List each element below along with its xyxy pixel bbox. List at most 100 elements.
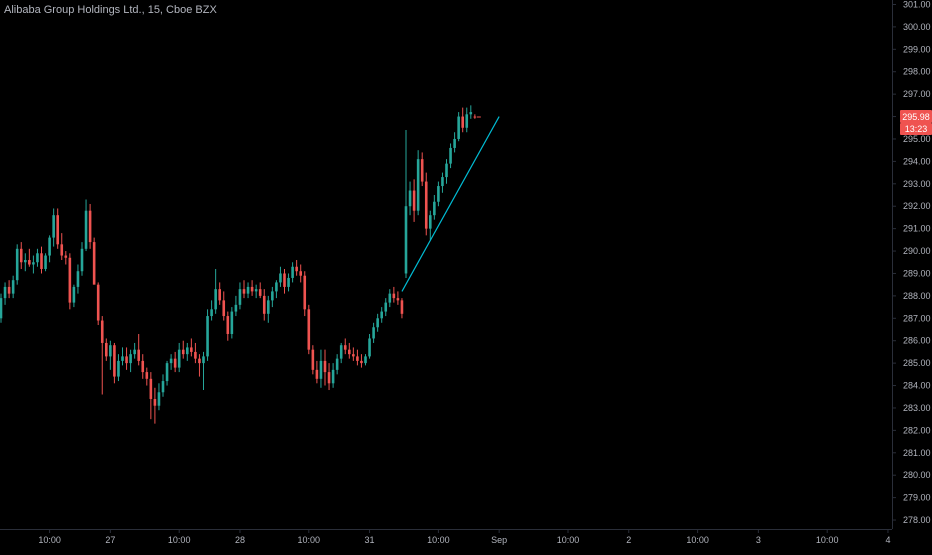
candle-body bbox=[396, 298, 400, 301]
candle-body bbox=[416, 159, 420, 211]
y-tick-label: 282.00 bbox=[903, 425, 931, 435]
x-tick-label: Sep bbox=[491, 535, 507, 545]
candle-body bbox=[218, 289, 221, 301]
candle-body bbox=[88, 210, 92, 243]
candle-body bbox=[473, 116, 477, 118]
candle-body bbox=[408, 190, 412, 207]
x-tick-label: 10:00 bbox=[38, 535, 61, 545]
candle-body bbox=[7, 286, 11, 294]
candle-body bbox=[449, 147, 452, 164]
candle-body bbox=[424, 181, 428, 229]
candle-body bbox=[437, 186, 440, 202]
candle-body bbox=[137, 349, 140, 361]
y-tick-label: 297.00 bbox=[903, 89, 931, 99]
candle-body bbox=[388, 293, 392, 303]
y-tick-label: 288.00 bbox=[903, 291, 931, 301]
candle-body bbox=[96, 284, 100, 321]
candle-body bbox=[186, 347, 189, 355]
y-tick-label: 293.00 bbox=[903, 179, 931, 189]
candle-body bbox=[190, 347, 193, 352]
candle-body bbox=[307, 309, 311, 350]
y-tick-label: 287.00 bbox=[903, 313, 931, 323]
x-tick-label: 10:00 bbox=[427, 535, 450, 545]
candle-body bbox=[368, 338, 371, 357]
candle-body bbox=[84, 210, 88, 249]
candle-body bbox=[36, 253, 39, 263]
countdown-tag bbox=[900, 123, 932, 136]
candle-body bbox=[133, 349, 136, 355]
y-tick-label: 300.00 bbox=[903, 22, 931, 32]
x-tick-label: 10:00 bbox=[557, 535, 580, 545]
candle-body bbox=[335, 358, 339, 370]
candle-body bbox=[238, 289, 242, 305]
candle-body bbox=[222, 300, 226, 317]
candle-body bbox=[441, 177, 444, 187]
candle-body bbox=[376, 318, 379, 328]
x-tick-label: 2 bbox=[626, 535, 631, 545]
candle-body bbox=[11, 280, 15, 294]
x-tick-label: 10:00 bbox=[686, 535, 709, 545]
y-tick-label: 292.00 bbox=[903, 201, 931, 211]
candle-body bbox=[283, 273, 286, 287]
candle-body bbox=[331, 369, 335, 384]
candle-body bbox=[100, 320, 104, 343]
candle-body bbox=[32, 262, 35, 265]
trendline bbox=[401, 116, 500, 292]
y-tick-label: 298.00 bbox=[903, 67, 931, 77]
candle-body bbox=[153, 398, 157, 406]
candle-body bbox=[165, 363, 169, 382]
y-tick-label: 301.00 bbox=[903, 0, 931, 9]
candle-body bbox=[117, 360, 120, 377]
candle-body bbox=[15, 248, 19, 281]
candle-body bbox=[173, 358, 177, 368]
candle-body bbox=[319, 360, 323, 379]
candle-body bbox=[230, 311, 234, 334]
candle-body bbox=[404, 206, 408, 274]
candle-body bbox=[194, 351, 197, 359]
candle-body bbox=[267, 300, 270, 314]
candle-body bbox=[0, 298, 3, 319]
candle-body bbox=[52, 215, 55, 238]
x-tick-label: 27 bbox=[105, 535, 115, 545]
candle-body bbox=[19, 248, 23, 263]
candle-body bbox=[364, 356, 367, 364]
candle-body bbox=[287, 277, 290, 287]
candle-body bbox=[44, 255, 47, 269]
candle-body bbox=[105, 342, 108, 357]
x-tick-label: 10:00 bbox=[816, 535, 839, 545]
candle-body bbox=[315, 369, 319, 379]
candle-body bbox=[181, 349, 185, 355]
candle-body bbox=[3, 286, 7, 299]
candle-body bbox=[299, 271, 302, 276]
candle-body bbox=[141, 360, 145, 373]
candle-body bbox=[311, 349, 315, 370]
candle-body bbox=[161, 381, 165, 393]
candle-body bbox=[429, 215, 432, 229]
candle-body bbox=[129, 354, 132, 364]
candle-body bbox=[24, 260, 27, 263]
y-tick-label: 285.00 bbox=[903, 358, 931, 368]
candle-body bbox=[56, 215, 59, 245]
symbol-title: Alibaba Group Holdings Ltd., 15, Cboe BZ… bbox=[4, 4, 217, 16]
x-tick-label: 10:00 bbox=[168, 535, 191, 545]
y-tick-label: 284.00 bbox=[903, 381, 931, 391]
candle-body bbox=[380, 311, 383, 319]
candle-body bbox=[226, 316, 230, 334]
candle-body bbox=[210, 309, 213, 317]
x-tick-label: 28 bbox=[235, 535, 245, 545]
candle-body bbox=[400, 300, 404, 314]
candle-body bbox=[433, 201, 436, 216]
candle-body bbox=[420, 159, 424, 182]
candle-body bbox=[64, 255, 68, 258]
candle-body bbox=[202, 356, 205, 364]
candle-body bbox=[291, 266, 294, 278]
candle-body bbox=[246, 286, 250, 294]
y-tick-label: 299.00 bbox=[903, 44, 931, 54]
candle-body bbox=[279, 273, 282, 283]
candle-body bbox=[453, 138, 456, 148]
candle-body bbox=[149, 378, 153, 399]
y-tick-label: 291.00 bbox=[903, 224, 931, 234]
candle-body bbox=[28, 260, 31, 265]
